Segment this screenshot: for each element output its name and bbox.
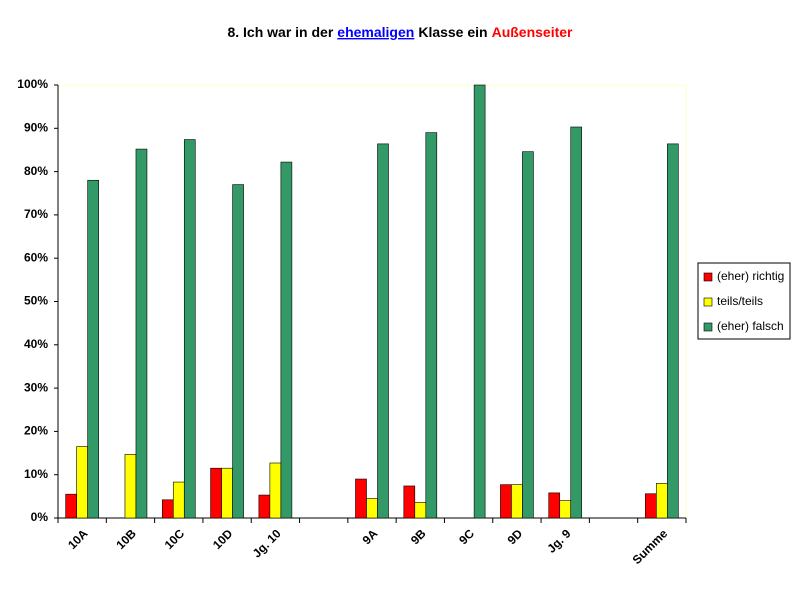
x-tick-label: 9A xyxy=(360,526,381,547)
bar xyxy=(403,485,416,519)
bar xyxy=(232,184,244,519)
bar xyxy=(183,139,196,519)
legend-swatch xyxy=(703,272,713,282)
bar xyxy=(135,148,148,519)
bar xyxy=(124,454,137,519)
y-tick-label: 90% xyxy=(24,120,48,134)
bar xyxy=(355,478,367,519)
y-tick-label: 50% xyxy=(24,294,48,308)
bar xyxy=(172,481,185,519)
bar xyxy=(559,500,572,519)
bar xyxy=(548,492,561,519)
legend-swatch xyxy=(703,297,713,307)
chart-title: 8. Ich war in der ehemaligen Klasse ein Auß… xyxy=(227,24,573,40)
y-tick-label: 100% xyxy=(17,77,48,91)
x-tick-label: 10D xyxy=(210,526,236,552)
title-part: 8. Ich war in der xyxy=(227,24,333,40)
x-tick-label: Summe xyxy=(630,526,671,567)
bar xyxy=(500,484,512,519)
x-tick-label: Jg. 9 xyxy=(544,526,573,555)
bar xyxy=(280,161,293,519)
bar xyxy=(425,132,438,519)
x-tick-label: 9B xyxy=(408,526,429,547)
legend xyxy=(697,262,791,340)
bar xyxy=(161,499,174,519)
bar xyxy=(210,467,222,519)
bar xyxy=(473,84,486,519)
bar xyxy=(645,493,657,519)
bar xyxy=(522,151,534,519)
bar xyxy=(570,126,583,519)
bar xyxy=(221,467,233,519)
y-tick-label: 40% xyxy=(24,337,48,351)
y-tick-label: 10% xyxy=(24,467,48,481)
x-tick-label: Jg. 10 xyxy=(250,526,284,560)
x-tick-label: 10A xyxy=(65,526,91,552)
title-part: Klasse ein xyxy=(418,24,487,40)
y-tick-label: 20% xyxy=(24,424,48,438)
bar xyxy=(366,498,378,519)
y-tick-label: 60% xyxy=(24,250,48,264)
y-tick-label: 30% xyxy=(24,380,48,394)
legend-label: teils/teils xyxy=(717,294,763,308)
y-tick-label: 0% xyxy=(31,510,49,524)
bar xyxy=(656,483,668,519)
legend-label: (eher) falsch xyxy=(717,319,784,333)
y-tick-label: 70% xyxy=(24,207,48,221)
y-tick-label: 80% xyxy=(24,164,48,178)
bar xyxy=(414,502,427,519)
x-tick-label: 9C xyxy=(456,526,477,547)
bar xyxy=(269,462,282,519)
bar xyxy=(87,179,99,519)
bar xyxy=(76,446,88,519)
x-tick-label: 10B xyxy=(113,526,139,552)
bar xyxy=(377,143,389,519)
title-part: Außenseiter xyxy=(492,24,573,40)
bar xyxy=(667,143,679,519)
x-tick-label: 10C xyxy=(162,526,188,552)
bar xyxy=(65,493,77,519)
bar xyxy=(511,484,523,519)
legend-swatch xyxy=(703,322,713,332)
title-part: ehemaligen xyxy=(337,24,414,40)
legend-label: (eher) richtig xyxy=(717,269,784,283)
x-tick-label: 9D xyxy=(505,526,526,547)
bar xyxy=(258,494,271,519)
plot-area xyxy=(57,84,687,519)
